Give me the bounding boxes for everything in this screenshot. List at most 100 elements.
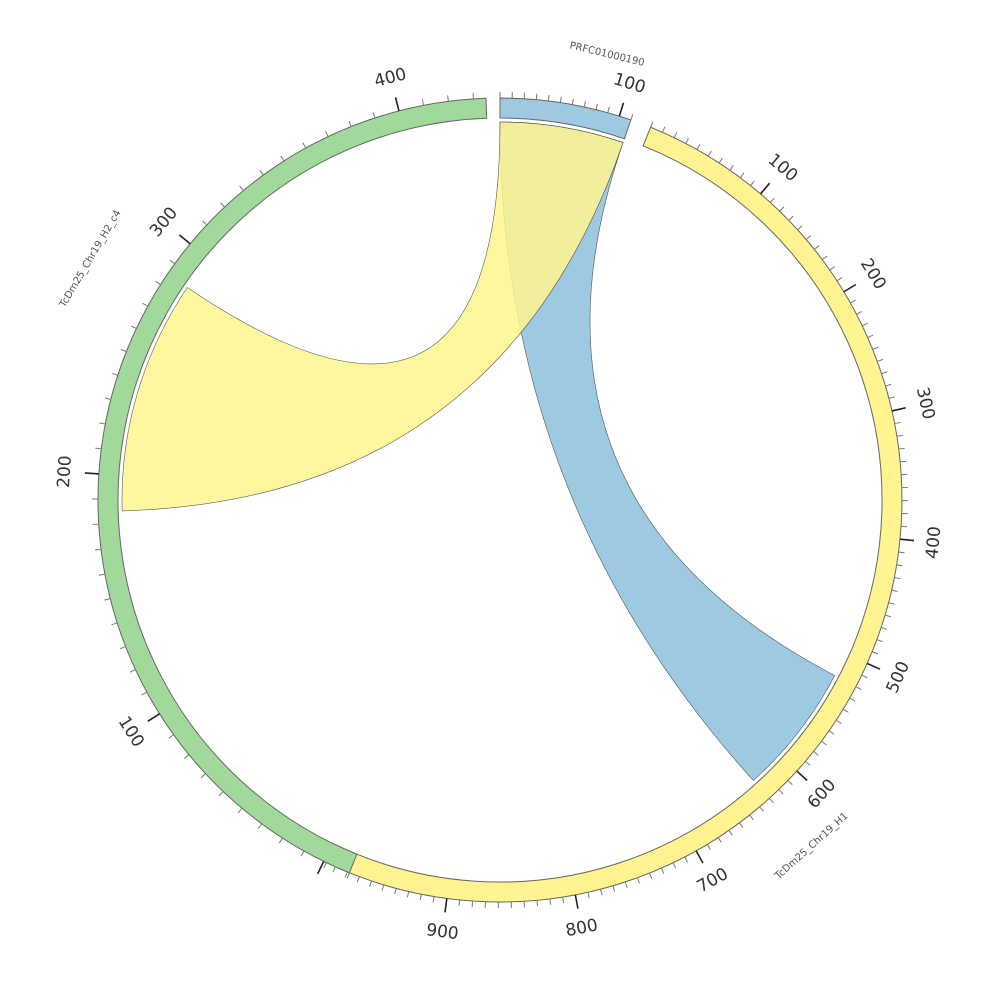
major-tick-tcdm25-chr19-h2-c4-300	[179, 235, 190, 244]
minor-tick-tcdm25-chr19-h2-c4-40	[258, 824, 262, 829]
minor-tick-tcdm25-chr19-h2-c4-230	[105, 398, 111, 400]
minor-tick-tcdm25-chr19-h1-680	[718, 838, 721, 843]
minor-tick-tcdm25-chr19-h1-590	[805, 761, 810, 765]
minor-tick-tcdm25-chr19-h2-c4-90	[169, 735, 174, 739]
minor-tick-prfc01000190-70	[584, 101, 585, 107]
minor-tick-tcdm25-chr19-h1-930	[407, 892, 408, 898]
tick-label-tcdm25-chr19-h1-200: 200	[856, 255, 890, 293]
major-tick-tcdm25-chr19-h1-900	[445, 898, 447, 912]
minor-tick-tcdm25-chr19-h1-510	[862, 675, 867, 678]
minor-tick-prfc01000190-50	[560, 97, 561, 103]
minor-tick-prfc01000190-30	[536, 94, 537, 100]
minor-tick-tcdm25-chr19-h2-c4-120	[130, 670, 135, 673]
minor-tick-tcdm25-chr19-h1-290	[889, 397, 895, 399]
minor-tick-tcdm25-chr19-h2-c4-260	[131, 326, 136, 329]
minor-tick-tcdm25-chr19-h2-c4-220	[99, 423, 105, 424]
minor-tick-prfc01000190-110	[631, 114, 633, 120]
minor-tick-tcdm25-chr19-h1-660	[739, 823, 743, 828]
sector-name-tcdm25-chr19-h2-c4: TcDm25_Chr19_H2_c4	[57, 208, 123, 310]
major-tick-tcdm25-chr19-h1-400	[900, 539, 914, 540]
tick-label-tcdm25-chr19-h1-700: 700	[694, 864, 732, 897]
minor-tick-tcdm25-chr19-h1-620	[779, 790, 783, 794]
minor-tick-tcdm25-chr19-h1-120	[780, 207, 784, 211]
minor-tick-tcdm25-chr19-h1-750	[637, 878, 639, 884]
tick-label-prfc01000190-100: 100	[611, 69, 648, 98]
minor-tick-tcdm25-chr19-h2-c4-160	[99, 574, 105, 575]
minor-tick-tcdm25-chr19-h1-50	[708, 151, 711, 156]
minor-tick-tcdm25-chr19-h1-110	[770, 198, 774, 202]
minor-tick-tcdm25-chr19-h1-460	[885, 615, 891, 617]
minor-tick-tcdm25-chr19-h1-160	[814, 246, 819, 250]
minor-tick-tcdm25-chr19-h2-c4-420	[448, 95, 449, 101]
minor-tick-tcdm25-chr19-h2-c4-320	[220, 203, 224, 207]
minor-tick-tcdm25-chr19-h1-450	[889, 603, 895, 605]
minor-tick-tcdm25-chr19-h1-560	[829, 731, 834, 734]
minor-tick-tcdm25-chr19-h1-430	[894, 578, 900, 579]
minor-tick-tcdm25-chr19-h1-980	[345, 872, 347, 878]
minor-tick-tcdm25-chr19-h1-260	[877, 359, 883, 361]
minor-tick-tcdm25-chr19-h1-170	[822, 256, 827, 260]
minor-tick-tcdm25-chr19-h1-520	[856, 687, 861, 690]
minor-tick-tcdm25-chr19-h1-720	[673, 863, 676, 868]
minor-tick-tcdm25-chr19-h1-780	[601, 889, 603, 895]
minor-tick-tcdm25-chr19-h1-770	[613, 886, 615, 892]
minor-tick-tcdm25-chr19-h2-c4-70	[201, 774, 205, 778]
minor-tick-tcdm25-chr19-h1-420	[897, 565, 903, 566]
minor-tick-tcdm25-chr19-h1-130	[789, 216, 793, 220]
tick-label-tcdm25-chr19-h1-900: 900	[425, 920, 460, 944]
minor-tick-tcdm25-chr19-h1-30	[686, 138, 689, 143]
minor-tick-tcdm25-chr19-h2-c4-290	[170, 260, 175, 264]
tick-label-tcdm25-chr19-h2-c4-400: 400	[372, 64, 408, 92]
major-tick-tcdm25-chr19-h2-c4-400	[395, 97, 399, 111]
minor-tick-tcdm25-chr19-h2-c4-150	[104, 599, 110, 600]
minor-tick-tcdm25-chr19-h2-c4-210	[95, 448, 101, 449]
minor-tick-tcdm25-chr19-h1-90	[751, 181, 755, 186]
tick-label-tcdm25-chr19-h2-c4-100: 100	[114, 713, 148, 751]
minor-tick-tcdm25-chr19-h2-c4-80	[184, 755, 189, 759]
minor-tick-tcdm25-chr19-h1-270	[882, 372, 888, 374]
minor-tick-tcdm25-chr19-h1-990	[333, 867, 335, 872]
minor-tick-tcdm25-chr19-h1-440	[892, 590, 898, 591]
minor-tick-tcdm25-chr19-h2-c4-130	[120, 647, 126, 649]
minor-tick-tcdm25-chr19-h1-610	[788, 780, 792, 784]
minor-tick-prfc01000190-80	[596, 104, 597, 110]
minor-tick-tcdm25-chr19-h1-790	[588, 892, 589, 898]
major-tick-tcdm25-chr19-h1-100	[761, 183, 770, 194]
minor-tick-tcdm25-chr19-h1-210	[850, 300, 855, 303]
minor-tick-tcdm25-chr19-h1-490	[872, 652, 878, 654]
minor-tick-tcdm25-chr19-h1-10	[662, 127, 664, 132]
minor-tick-tcdm25-chr19-h2-c4-360	[303, 143, 306, 148]
minor-tick-tcdm25-chr19-h1-640	[760, 807, 764, 812]
minor-tick-tcdm25-chr19-h1-920	[420, 894, 421, 900]
minor-tick-tcdm25-chr19-h1-630	[769, 798, 773, 802]
tick-label-tcdm25-chr19-h1-400: 400	[922, 525, 945, 559]
minor-tick-tcdm25-chr19-h2-c4-380	[349, 121, 351, 127]
minor-tick-tcdm25-chr19-h1-40	[697, 144, 700, 149]
major-tick-tcdm25-chr19-h1-800	[575, 895, 578, 909]
minor-tick-tcdm25-chr19-h2-c4-270	[143, 303, 148, 306]
minor-tick-tcdm25-chr19-h2-c4-110	[142, 692, 147, 695]
minor-tick-tcdm25-chr19-h1-650	[750, 815, 754, 820]
minor-tick-tcdm25-chr19-h1-960	[370, 881, 372, 887]
major-tick-tcdm25-chr19-h1-500	[867, 664, 880, 670]
minor-tick-tcdm25-chr19-h2-c4-240	[112, 373, 118, 375]
tick-label-tcdm25-chr19-h1-600: 600	[804, 775, 841, 812]
minor-tick-tcdm25-chr19-h1-0	[651, 122, 653, 128]
minor-tick-tcdm25-chr19-h2-c4-250	[121, 349, 127, 351]
major-tick-tcdm25-chr19-h1-1000	[318, 861, 324, 874]
minor-tick-tcdm25-chr19-h1-830	[537, 900, 538, 906]
minor-tick-tcdm25-chr19-h1-690	[707, 844, 710, 849]
minor-tick-tcdm25-chr19-h1-550	[836, 720, 841, 723]
minor-tick-prfc01000190-40	[548, 95, 549, 101]
minor-tick-tcdm25-chr19-h2-c4-370	[326, 131, 329, 136]
minor-tick-tcdm25-chr19-h2-c4-310	[202, 221, 206, 225]
minor-tick-tcdm25-chr19-h1-570	[822, 741, 827, 745]
minor-tick-tcdm25-chr19-h1-940	[395, 888, 397, 894]
minor-tick-tcdm25-chr19-h1-70	[730, 165, 733, 170]
minor-tick-tcdm25-chr19-h1-310	[895, 422, 901, 423]
minor-tick-tcdm25-chr19-h1-240	[868, 335, 873, 337]
minor-tick-tcdm25-chr19-h1-280	[885, 384, 891, 386]
minor-tick-tcdm25-chr19-h1-710	[685, 857, 688, 862]
minor-tick-tcdm25-chr19-h1-320	[897, 435, 903, 436]
